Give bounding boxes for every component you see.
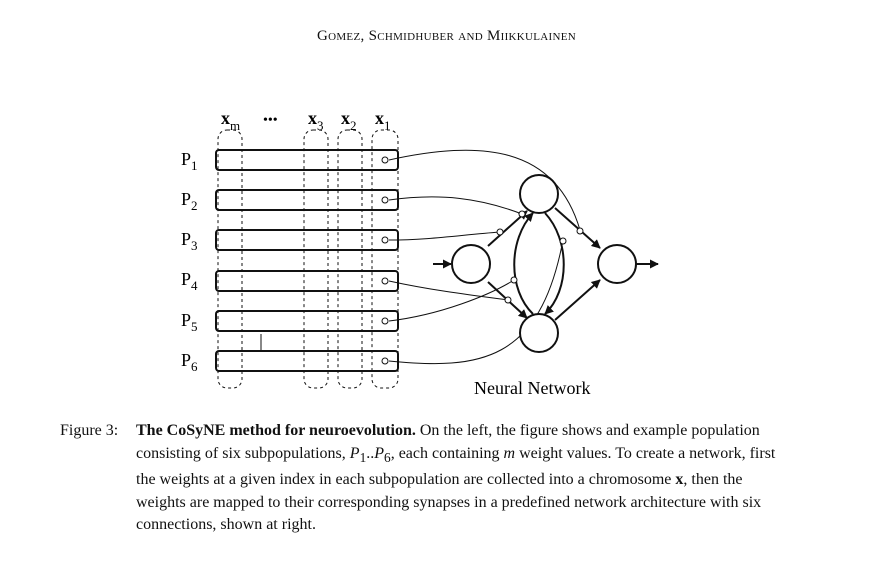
chromosome-column-x3 bbox=[303, 129, 329, 389]
caption-body: The CoSyNE method for neuroevolution. On… bbox=[136, 420, 791, 537]
synapse-top-to-bottom bbox=[544, 212, 565, 315]
caption-label: Figure 3: bbox=[60, 422, 119, 439]
row-label-p4: P4 bbox=[181, 269, 198, 293]
synapse-top-to-output bbox=[554, 207, 601, 249]
row-label-p2: P2 bbox=[181, 189, 198, 213]
caption-title: The CoSyNE method for neuroevolution. bbox=[136, 422, 416, 439]
caption-sub-6: 6 bbox=[384, 449, 391, 465]
mapping-curve-3 bbox=[388, 231, 501, 241]
synapse-tap-input-top-2 bbox=[496, 228, 504, 236]
weight-tap-2 bbox=[381, 196, 389, 204]
cosyne-figure: xm ••• x3 x2 x1 P1 P2 P3 P4 P5 P6 bbox=[181, 108, 659, 398]
column-label-ellipsis: ••• bbox=[263, 113, 278, 128]
row-label-p3: P3 bbox=[181, 229, 198, 253]
subpopulation-bar-4 bbox=[215, 270, 399, 292]
weight-taps bbox=[381, 156, 389, 365]
caption-text-4: , then the weights are mapped to their c… bbox=[136, 471, 762, 534]
column-label-x1: x1 bbox=[375, 108, 391, 133]
mapping-curve-4 bbox=[388, 280, 509, 301]
weight-mapping-curves bbox=[388, 149, 581, 365]
neuron-output bbox=[597, 244, 637, 284]
caption-range-sep: .. bbox=[366, 444, 375, 462]
caption-text-1: On the left, the figure shows and exampl… bbox=[136, 422, 760, 462]
weight-tap-4 bbox=[381, 277, 389, 285]
synapse-tap-input-bottom bbox=[504, 296, 512, 304]
neuron-input bbox=[451, 244, 491, 284]
subpopulation-labels: P1 P2 P3 P4 P5 P6 bbox=[181, 149, 198, 374]
caption-var-m: m bbox=[503, 444, 516, 462]
caption-var-p-last: P bbox=[374, 444, 385, 462]
chromosome-column-x2 bbox=[337, 129, 363, 389]
subpopulation-bar-3 bbox=[215, 229, 399, 251]
mapping-curve-1 bbox=[388, 149, 581, 231]
subpopulation-bar-1 bbox=[215, 149, 399, 171]
caption-var-p: P bbox=[349, 444, 360, 462]
caption-text-2: , each containing bbox=[390, 444, 504, 462]
subpopulation-bars bbox=[215, 149, 399, 372]
neuron-hidden-bottom bbox=[519, 313, 559, 353]
row-label-p6: P6 bbox=[181, 350, 198, 374]
chromosome-column-x1 bbox=[371, 129, 399, 389]
caption-var-x: x bbox=[675, 471, 684, 489]
running-header: Gomez, Schmidhuber and Miikkulainen bbox=[316, 28, 577, 44]
synapse-tap-input-top bbox=[518, 210, 526, 218]
subpopulation-bar-2 bbox=[215, 189, 399, 211]
network-label: Neural Network bbox=[474, 378, 590, 398]
synapse-taps bbox=[496, 210, 584, 304]
column-label-xm: xm bbox=[221, 108, 240, 133]
mapping-curve-5 bbox=[388, 279, 515, 322]
synapse-tap-top-bottom bbox=[559, 237, 567, 245]
synapse-tap-bottom-top bbox=[510, 276, 518, 284]
column-labels: xm ••• x3 x2 x1 bbox=[221, 108, 391, 133]
synapse-bottom-to-output bbox=[554, 279, 601, 321]
subpopulation-bar-5 bbox=[215, 310, 399, 332]
caption-sub-1: 1 bbox=[359, 449, 367, 465]
chromosome-column-xm bbox=[217, 129, 243, 389]
column-label-x3: x3 bbox=[308, 108, 324, 133]
synapse-bottom-to-top bbox=[513, 212, 534, 315]
neuron-hidden-top bbox=[519, 174, 559, 214]
mapping-curve-2 bbox=[388, 196, 523, 215]
row-label-p5: P5 bbox=[181, 310, 198, 334]
synapse-tap-top-output bbox=[576, 227, 584, 235]
caption-text-3: weight values. To create a network, firs… bbox=[136, 444, 776, 489]
row-label-p1: P1 bbox=[181, 149, 198, 173]
weight-tap-3 bbox=[381, 236, 389, 244]
chromosome-columns bbox=[217, 129, 399, 389]
mapping-curve-6 bbox=[388, 239, 564, 365]
weight-tap-5 bbox=[381, 317, 389, 325]
weight-tap-6 bbox=[381, 357, 389, 365]
column-label-x2: x2 bbox=[341, 108, 357, 133]
subpopulation-bar-6 bbox=[215, 350, 399, 372]
neurons bbox=[451, 174, 637, 353]
weight-tap-1 bbox=[381, 156, 389, 164]
